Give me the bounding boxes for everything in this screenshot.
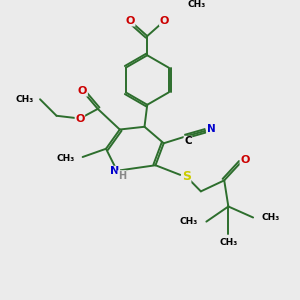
Text: CH₃: CH₃ [262, 213, 280, 222]
Text: O: O [160, 16, 169, 26]
Text: H: H [118, 171, 126, 181]
Text: O: O [125, 16, 135, 26]
Text: CH₃: CH₃ [219, 238, 238, 247]
Text: CH₃: CH₃ [57, 154, 75, 163]
Text: CH₃: CH₃ [16, 95, 34, 104]
Text: O: O [75, 113, 85, 124]
Text: C: C [184, 136, 192, 146]
Text: S: S [182, 170, 191, 183]
Text: N: N [110, 166, 119, 176]
Text: O: O [240, 155, 250, 165]
Text: CH₃: CH₃ [179, 217, 198, 226]
Text: O: O [78, 86, 87, 96]
Text: CH₃: CH₃ [187, 0, 206, 9]
Text: N: N [207, 124, 215, 134]
